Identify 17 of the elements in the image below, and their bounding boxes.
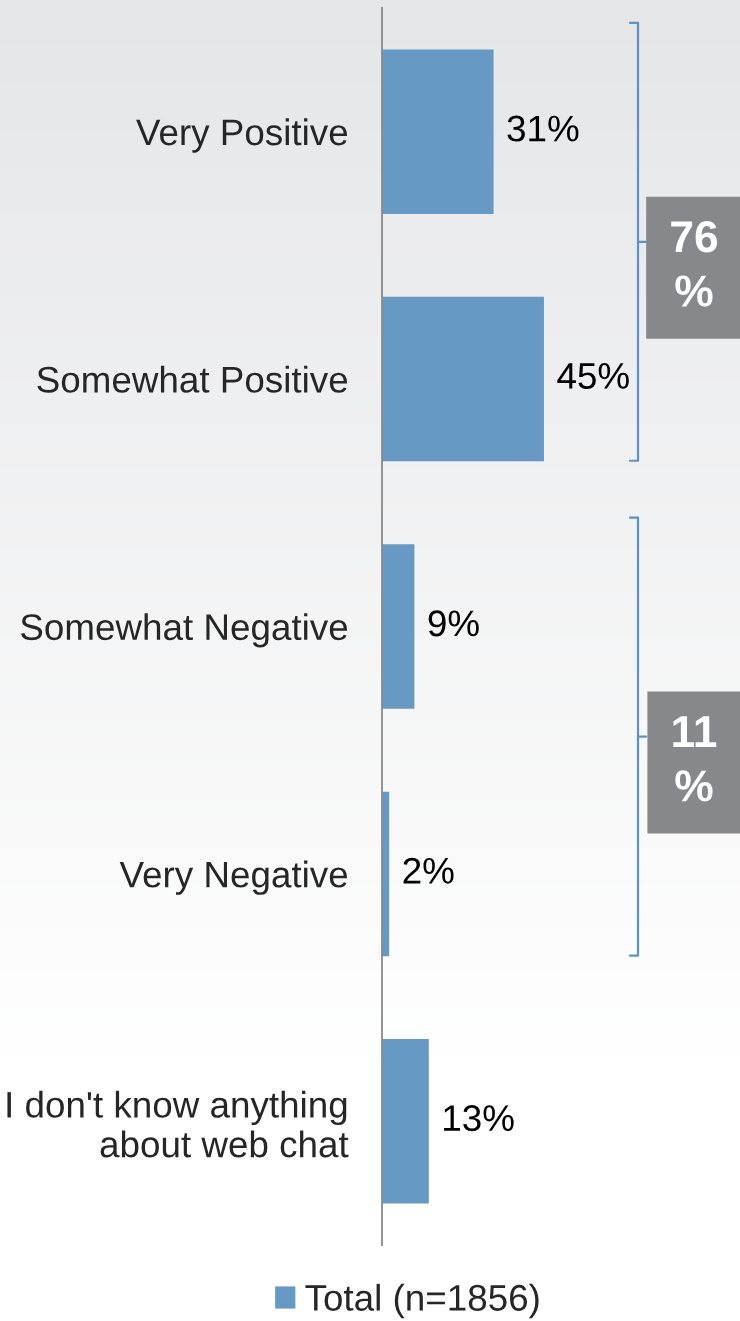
y-tick-label: Very Negative [119, 860, 348, 895]
data-label: 31% [507, 115, 579, 142]
text: 76 % [671, 221, 718, 307]
y-tick-label: Somewhat Positive [37, 365, 348, 393]
y-tick-label: Somewhat Negative [20, 613, 348, 648]
data-label: 45% [557, 363, 629, 389]
bar [382, 1039, 429, 1204]
y-tick-label: Very Positive [136, 118, 348, 153]
y-tick-label: I don't know anything about web chat [7, 1090, 349, 1158]
data-label: 9% [428, 610, 479, 637]
bar [382, 49, 494, 214]
data-label: 2% [403, 857, 454, 884]
bar [382, 296, 544, 462]
text: 11 % [673, 716, 717, 802]
bar [382, 544, 415, 709]
data-label: 13% [444, 1105, 514, 1132]
legend-label: Total (n=1856) [305, 1283, 539, 1319]
